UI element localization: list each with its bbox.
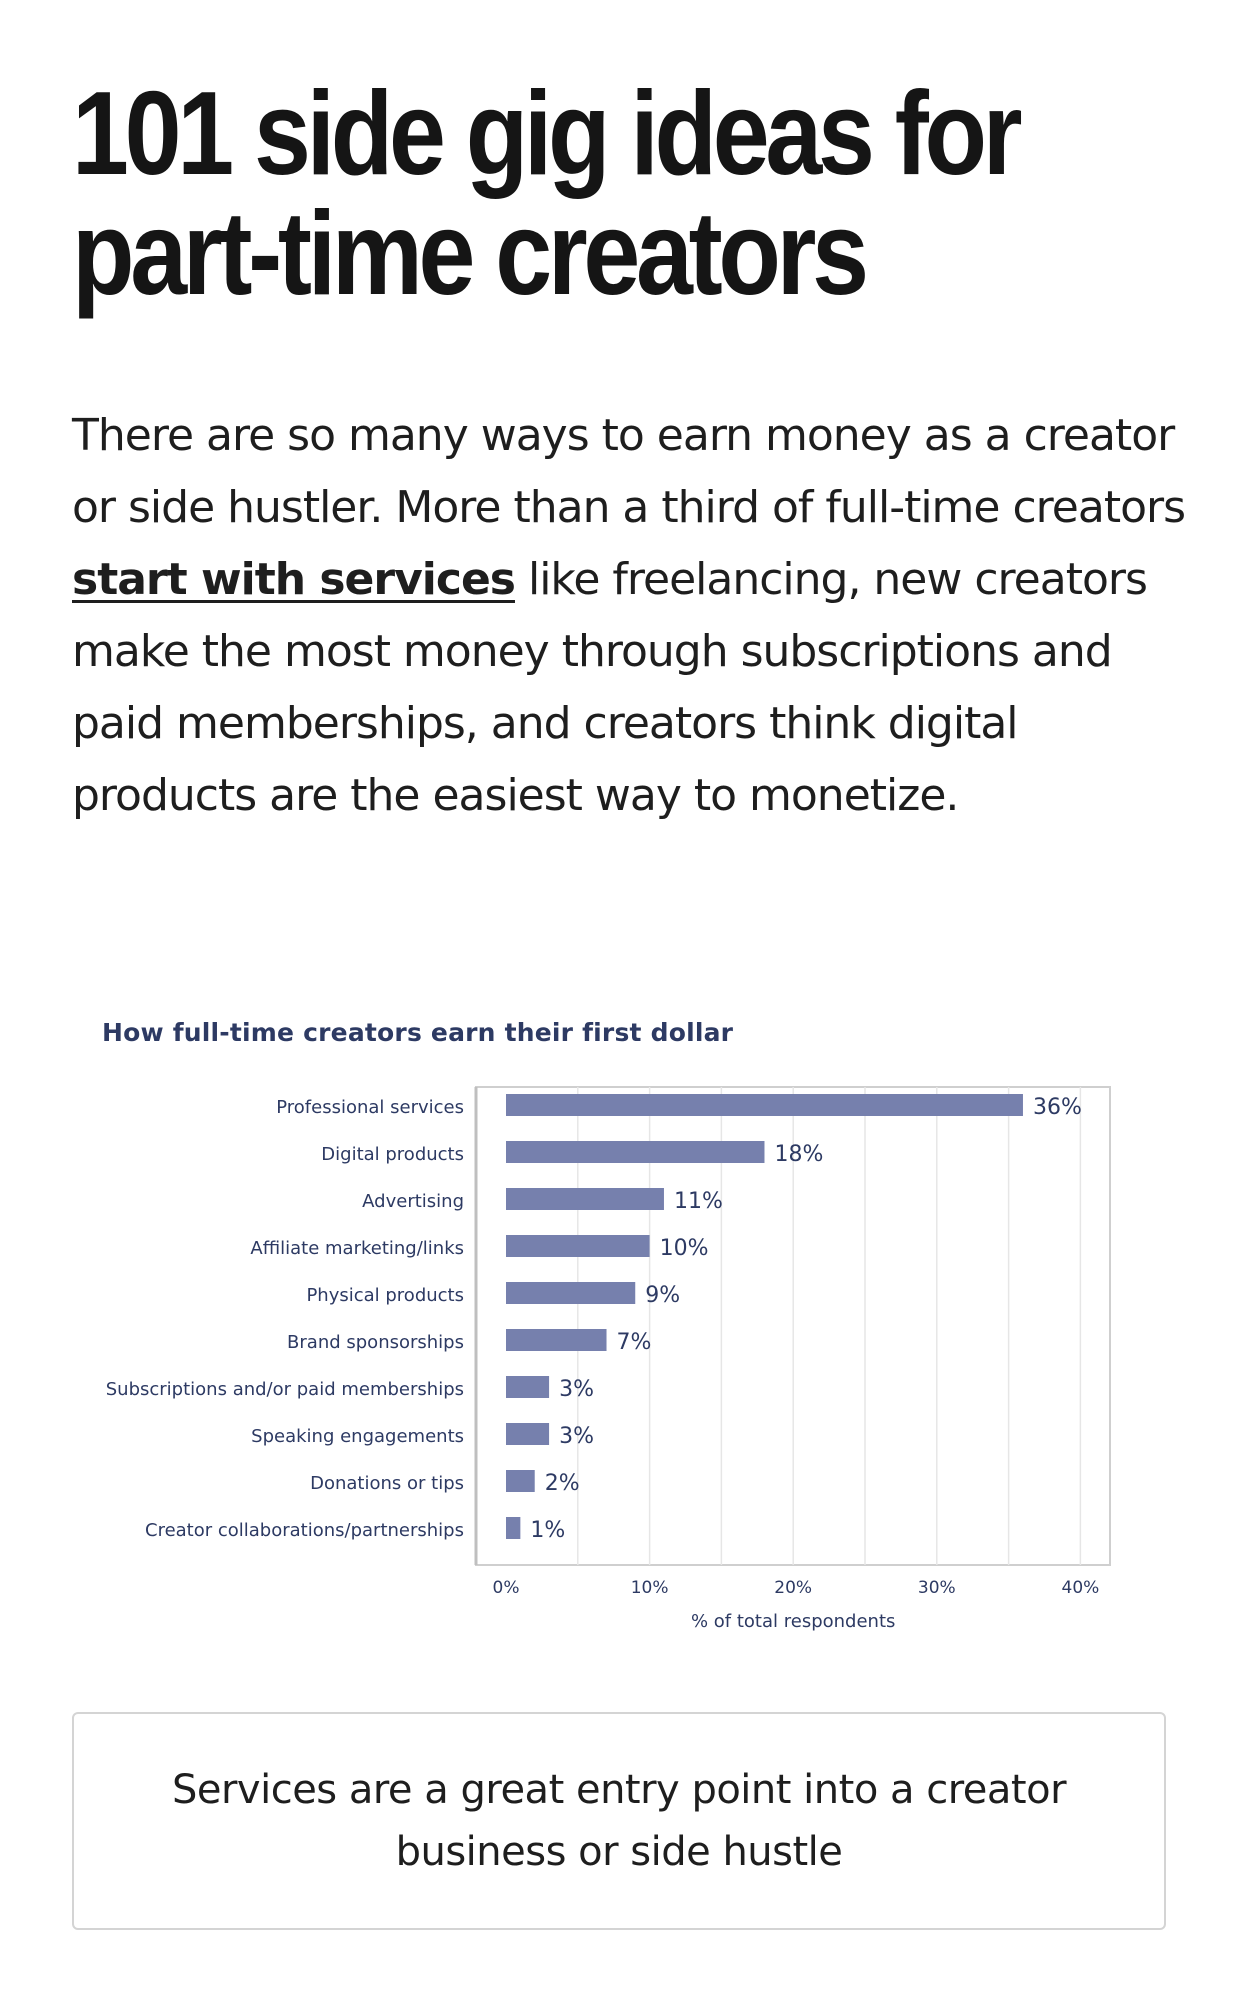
value-label: 10% [660, 1236, 709, 1261]
value-label: 18% [774, 1142, 823, 1167]
value-label: 36% [1033, 1095, 1082, 1120]
chart-title: How full-time creators earn their first … [102, 1018, 734, 1047]
bar [506, 1376, 550, 1398]
value-label: 9% [645, 1283, 680, 1308]
x-tick-label: 0% [493, 1578, 520, 1598]
x-tick-label: 10% [631, 1578, 669, 1598]
intro-text-end: like freelancing, new creators make the … [72, 554, 1148, 821]
bar [506, 1282, 636, 1304]
intro-text-start: There are so many ways to earn money as … [72, 410, 1186, 533]
bar [506, 1329, 607, 1351]
callout-box: Services are a great entry point into a … [72, 1712, 1166, 1930]
value-label: 3% [559, 1377, 594, 1402]
x-tick-label: 40% [1062, 1578, 1100, 1598]
value-label: 1% [530, 1518, 565, 1543]
category-label: Donations or tips [310, 1473, 464, 1494]
bar [506, 1094, 1023, 1116]
category-label: Professional services [276, 1097, 464, 1118]
value-label: 2% [545, 1471, 580, 1496]
bar [506, 1188, 664, 1210]
value-label: 11% [674, 1189, 723, 1214]
article-title: 101 side gig ideas for part-time creator… [72, 67, 1023, 320]
bar [506, 1141, 765, 1163]
category-label: Affiliate marketing/links [250, 1238, 464, 1259]
start-with-services-link[interactable]: start with services [72, 554, 516, 605]
value-label: 3% [559, 1424, 594, 1449]
bar-chart: Professional services 36% Digital products… [106, 1086, 1111, 1632]
intro-paragraph: There are so many ways to earn money as … [72, 400, 1192, 832]
bar [506, 1235, 650, 1257]
category-label: Speaking engagements [251, 1426, 464, 1447]
category-label: Subscriptions and/or paid memberships [106, 1379, 464, 1400]
bar [506, 1470, 535, 1492]
category-label: Brand sponsorships [287, 1332, 464, 1353]
x-tick-label: 20% [774, 1578, 812, 1598]
category-label: Advertising [362, 1191, 464, 1212]
category-label: Digital products [321, 1144, 464, 1165]
x-axis-label: % of total respondents [691, 1611, 895, 1632]
value-label: 7% [617, 1330, 652, 1355]
callout-text: Services are a great entry point into a … [171, 1767, 1067, 1875]
bar [506, 1423, 550, 1445]
bar [506, 1517, 521, 1539]
x-tick-label: 30% [918, 1578, 956, 1598]
category-label: Physical products [306, 1285, 464, 1306]
category-label: Creator collaborations/partnerships [145, 1520, 464, 1541]
